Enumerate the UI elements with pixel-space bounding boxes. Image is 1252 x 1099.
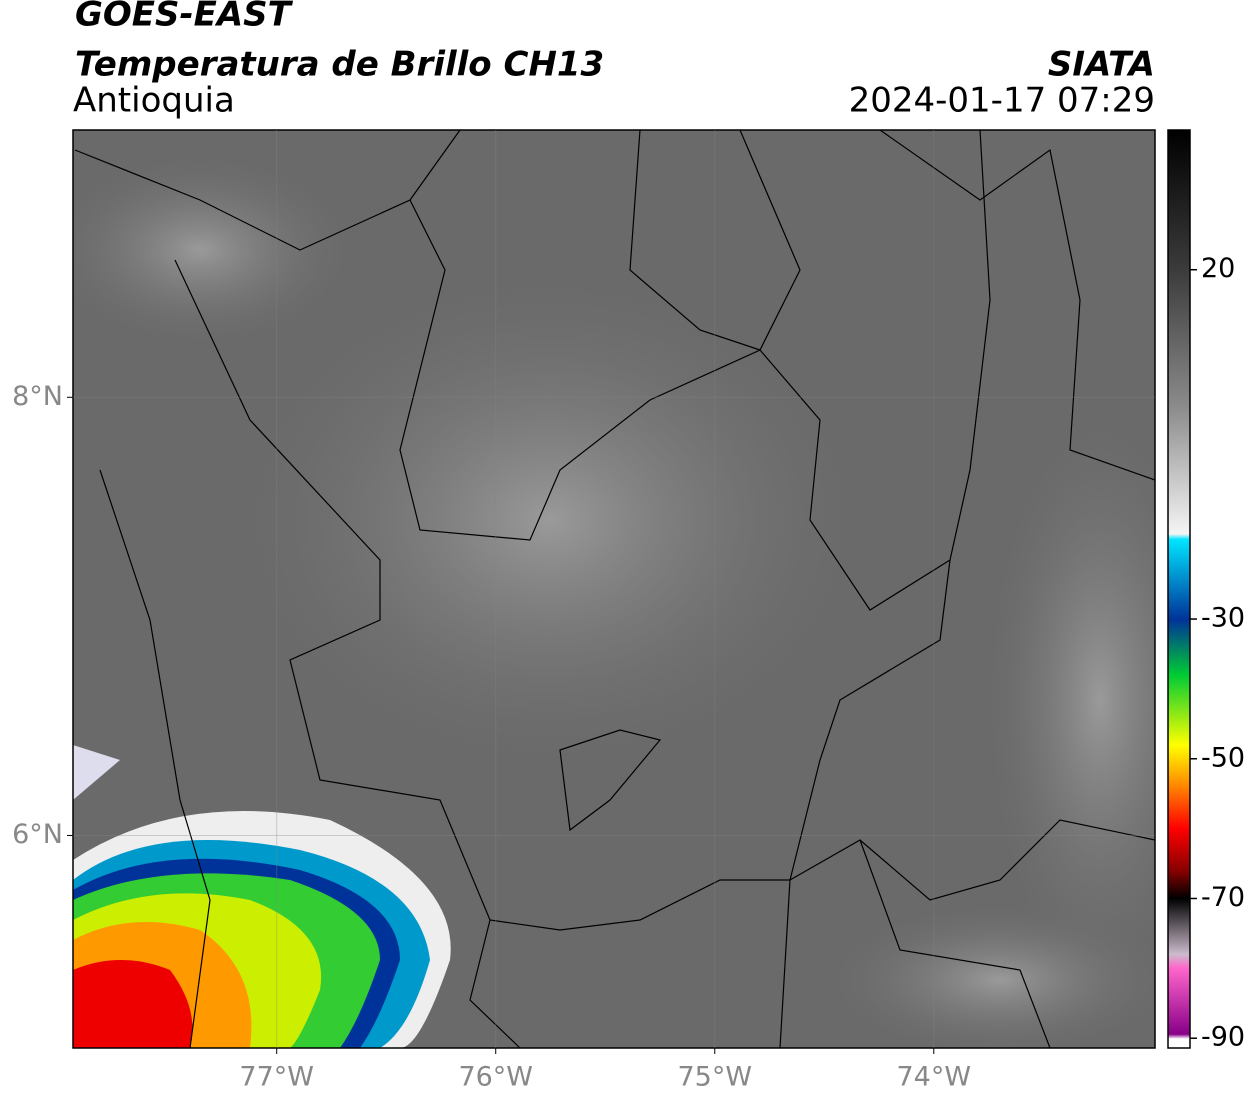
x-tick-label: 74°W (897, 1062, 972, 1093)
y-tick-label: 6°N (12, 819, 63, 850)
colorbar-tick-label: -70 (1201, 882, 1245, 913)
y-tick-label: 8°N (12, 381, 63, 412)
colorbar-tick-label: -90 (1201, 1022, 1245, 1053)
x-tick-label: 75°W (677, 1062, 752, 1093)
colorbar-tick-label: -50 (1201, 742, 1245, 773)
map-frame (72, 129, 1156, 1049)
map-image (73, 130, 1155, 1048)
colorbar-tick-label: -30 (1201, 603, 1245, 634)
datetime: 2024-01-17 07:29 (849, 81, 1155, 121)
subtitle: Temperatura de Brillo CH13 (75, 45, 604, 85)
title: GOES-EAST (75, 0, 294, 35)
x-tick-label: 77°W (239, 1062, 314, 1093)
colorbar-tick-label: 20 (1201, 253, 1235, 284)
source: SIATA (1048, 45, 1155, 85)
x-tick-label: 76°W (458, 1062, 533, 1093)
region: Antioquia (73, 81, 235, 121)
colorbar (1167, 129, 1191, 1049)
